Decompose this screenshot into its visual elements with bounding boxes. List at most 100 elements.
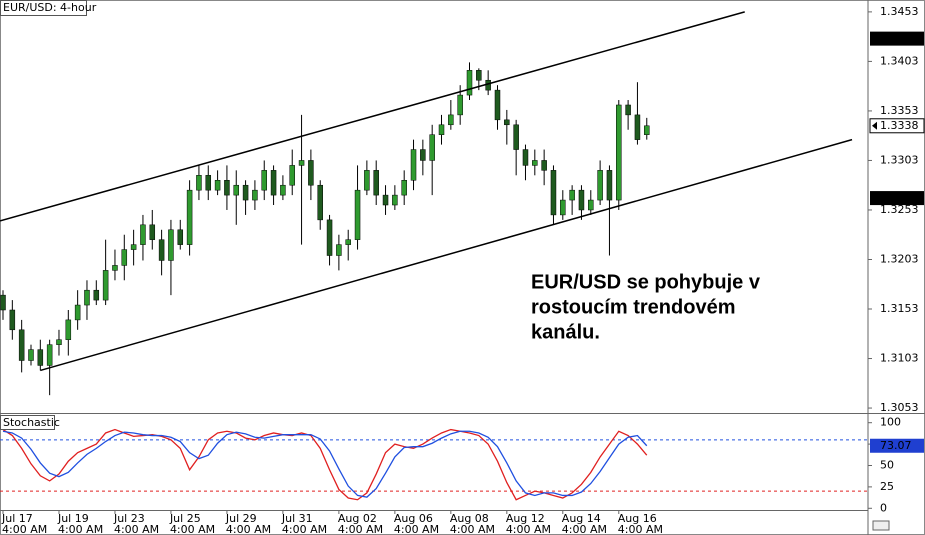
candle-body [364, 170, 370, 191]
candle-body [84, 289, 90, 306]
y-tick-label: 1.3053 [880, 401, 919, 414]
candle-body [261, 170, 267, 191]
y-tick-label: 100 [880, 416, 901, 429]
candle-body [466, 70, 473, 96]
price-marker [870, 31, 924, 46]
price-marker [870, 191, 924, 206]
candle-body [112, 265, 118, 271]
candle-body [289, 165, 295, 186]
candle-body [616, 104, 622, 201]
candle-body [588, 199, 594, 211]
candle-body [252, 189, 258, 201]
annotation: EUR/USD se pohybuje v [531, 271, 761, 293]
candle-body [532, 160, 538, 166]
candle-body [46, 344, 53, 366]
price-marker-label: 1.3338 [880, 119, 919, 132]
candle-body [102, 270, 109, 301]
candle-body [233, 184, 239, 196]
y-tick-label: 1.3153 [880, 302, 919, 315]
x-tick-sublabel: 4:00 AM [618, 523, 663, 535]
candle-body [644, 125, 650, 135]
candle-body [121, 249, 128, 266]
candle-body [382, 194, 389, 206]
candle-body [18, 329, 25, 361]
y-tick-label: 1.3303 [880, 153, 919, 166]
candle-body [177, 229, 184, 245]
candle-body [298, 160, 305, 166]
price-marker [869, 118, 925, 134]
candle-body [186, 189, 193, 245]
candle-body [373, 170, 379, 196]
candle-body [242, 184, 249, 201]
annotation: kanálu. [531, 321, 600, 343]
price-marker-label: 73.07 [880, 439, 912, 452]
candle-body [149, 224, 156, 240]
candle-body [336, 244, 342, 256]
candle-body [401, 180, 407, 196]
candle-body [392, 194, 398, 206]
candle-body [0, 294, 6, 311]
candle-body [625, 104, 631, 116]
x-tick-sublabel: 4:00 AM [394, 523, 439, 535]
candle-body [541, 160, 547, 171]
candle-body [308, 160, 314, 186]
candle-body [37, 349, 44, 366]
candle-body [280, 184, 286, 196]
candle-body [448, 114, 454, 126]
indicator-line [2, 428, 648, 501]
candle-body [429, 134, 435, 161]
x-tick-sublabel: 4:00 AM [450, 523, 495, 535]
candle-body [560, 199, 566, 216]
x-tick-label: Aug 16 [618, 512, 657, 525]
candle-body [74, 304, 81, 321]
candle-body [345, 239, 351, 245]
x-tick-label: Jul 29 [225, 512, 257, 525]
x-tick-sublabel: 4:00 AM [170, 523, 215, 535]
candle-body [476, 70, 482, 81]
candle-body [28, 349, 34, 361]
candle-body [606, 170, 613, 201]
x-tick-label: Jul 23 [113, 512, 145, 525]
candle-body [224, 180, 230, 196]
y-tick-label: 0 [880, 501, 887, 514]
candle-body [578, 189, 585, 211]
candle-body [158, 239, 165, 261]
indicator-title: Stochastic [3, 416, 60, 429]
indicator-line [2, 430, 648, 498]
candle-body [420, 149, 426, 161]
candle-body [438, 124, 445, 135]
candle-body [457, 94, 463, 116]
x-tick-sublabel: 4:00 AM [2, 523, 47, 535]
candle-body [130, 244, 137, 250]
candle-body [65, 319, 72, 340]
x-tick-sublabel: 4:00 AM [226, 523, 271, 535]
price-marker-label: 1.3426 [880, 32, 919, 45]
x-tick-label: Aug 02 [338, 512, 377, 525]
candle-body [504, 119, 510, 126]
candle-body [168, 229, 174, 261]
candle-body [634, 114, 641, 140]
candle-body [522, 149, 529, 166]
x-tick-sublabel: 4:00 AM [58, 523, 103, 535]
candle-body [205, 175, 212, 191]
candle-body [354, 189, 361, 240]
x-tick-label: Jul 31 [281, 512, 313, 525]
annotation: rostoucím trendovém [531, 296, 735, 318]
y-tick-label: 1.3403 [880, 54, 919, 67]
trendline [40, 138, 853, 372]
candle-body [56, 339, 62, 345]
candle-body [569, 189, 575, 201]
y-tick-label: 1.3203 [880, 252, 919, 265]
scroll-icon[interactable] [872, 520, 890, 531]
y-tick-label: 1.3453 [880, 5, 919, 18]
candle-body [270, 170, 277, 196]
candle-body [93, 289, 100, 301]
x-tick-sublabel: 4:00 AM [562, 523, 607, 535]
x-tick-sublabel: 4:00 AM [506, 523, 551, 535]
x-tick-label: Jul 19 [57, 512, 89, 525]
trendline [0, 11, 745, 222]
candle-body [9, 309, 16, 331]
